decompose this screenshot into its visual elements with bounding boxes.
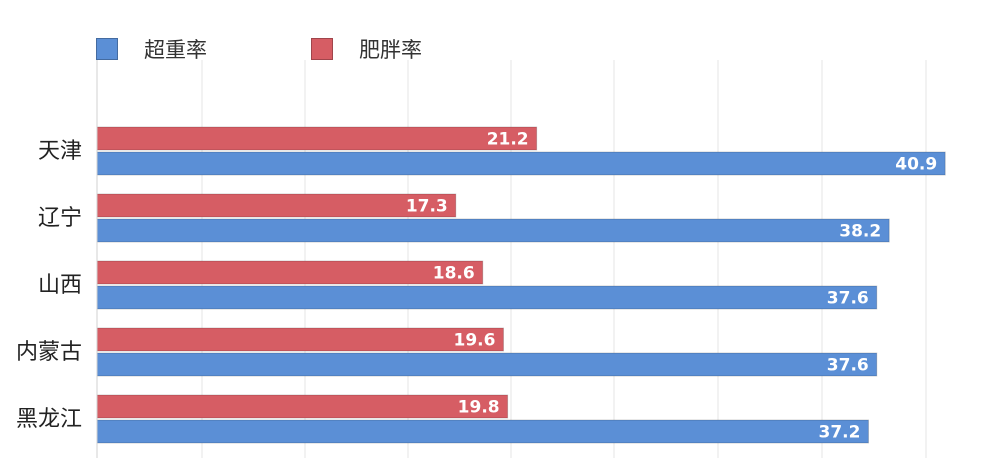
data-label: 17.3 — [406, 197, 448, 217]
data-label: 38.2 — [839, 222, 881, 242]
data-label: 40.9 — [895, 155, 937, 175]
legend-item-overweight: 超重率 — [96, 34, 207, 64]
legend-label-obesity: 肥胖率 — [359, 38, 422, 62]
legend: 超重率 肥胖率 — [96, 34, 422, 64]
data-label: 37.2 — [819, 423, 861, 443]
data-label: 37.6 — [827, 356, 869, 376]
legend-item-obesity: 肥胖率 — [311, 34, 422, 64]
bar-obesity — [96, 126, 538, 151]
category-label: 天津 — [38, 139, 82, 164]
category-label: 山西 — [38, 273, 82, 298]
category-label: 黑龙江 — [16, 407, 82, 432]
data-label: 18.6 — [433, 264, 475, 284]
bar-obesity — [96, 260, 484, 285]
bar-obesity — [96, 193, 457, 218]
bar-overweight — [96, 218, 890, 243]
legend-swatch-obesity — [311, 38, 333, 60]
bar-obesity — [96, 327, 504, 352]
category-label: 辽宁 — [38, 206, 82, 231]
bar-overweight — [96, 419, 869, 444]
data-label: 21.2 — [487, 130, 529, 150]
bar-overweight — [96, 285, 878, 310]
data-label: 37.6 — [827, 289, 869, 309]
bar-overweight — [96, 151, 946, 176]
legend-label-overweight: 超重率 — [144, 38, 207, 62]
legend-swatch-overweight — [96, 38, 118, 60]
bar-obesity — [96, 394, 509, 419]
category-label: 内蒙古 — [16, 340, 82, 365]
data-label: 19.8 — [458, 398, 500, 418]
bar-overweight — [96, 352, 878, 377]
data-label: 19.6 — [454, 331, 496, 351]
